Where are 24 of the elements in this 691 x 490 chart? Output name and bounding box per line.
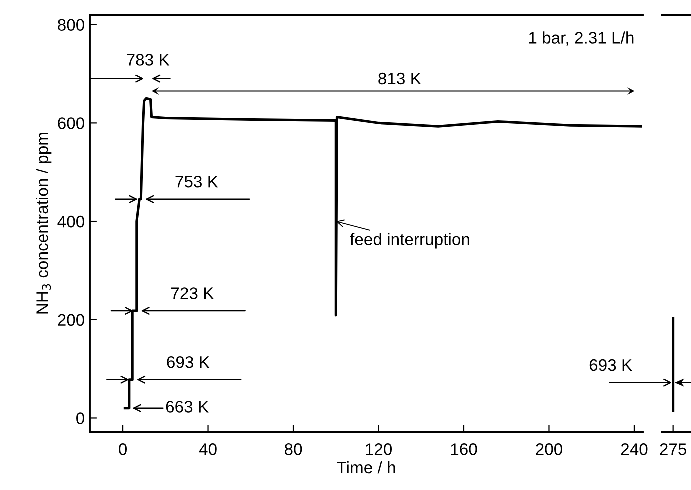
x-tick-label: 40 — [199, 444, 217, 456]
x-tick-label: 240 — [621, 444, 648, 456]
x-tick-label: 275 — [660, 444, 687, 456]
y-tick-label: 800 — [58, 19, 84, 32]
annotation: 693 K — [590, 359, 632, 372]
annotation: 783 K — [127, 54, 170, 66]
y-tick-label: 400 — [58, 216, 84, 228]
y-tick-label: 200 — [58, 314, 84, 326]
x-tick-label: 160 — [451, 444, 478, 456]
annotation: 663 K — [166, 401, 209, 413]
annotation: 813 K — [378, 72, 422, 85]
x-tick-label: 200 — [536, 444, 562, 456]
annotation: 753 K — [176, 176, 218, 188]
y-axis-title: NH$_{3}$ concentration / ppm — [36, 133, 52, 314]
annotation: feed interruption — [350, 233, 470, 249]
x-tick-label: 0 — [119, 444, 128, 456]
annotation: 1 bar, 2.31 L/h — [529, 32, 634, 46]
y-tick-label: 600 — [58, 118, 84, 130]
annotation: 693 K — [167, 356, 210, 368]
x-tick-label: 80 — [284, 444, 302, 456]
y-tick-label: 0 — [76, 412, 84, 424]
x-axis-title: Time / h — [337, 461, 396, 474]
x-tick-label: 120 — [366, 444, 392, 456]
annotation: 723 K — [172, 288, 214, 300]
